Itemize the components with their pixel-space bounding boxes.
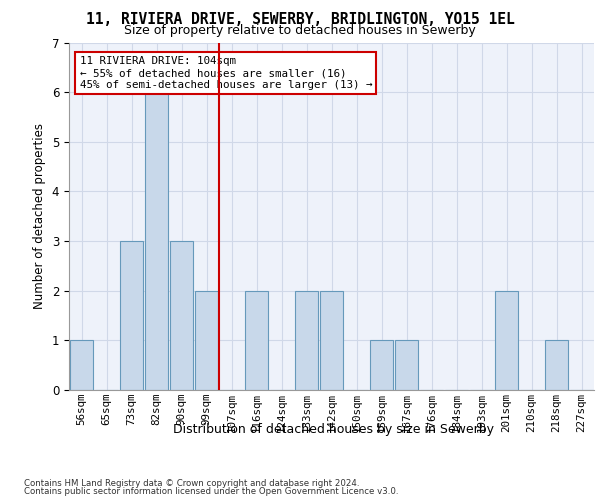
Bar (194, 290, 218, 390)
Bar (145, 92, 169, 390)
Bar (119, 241, 143, 390)
Text: 11 RIVIERA DRIVE: 104sqm
← 55% of detached houses are smaller (16)
45% of semi-d: 11 RIVIERA DRIVE: 104sqm ← 55% of detach… (79, 56, 372, 90)
Bar (395, 340, 418, 390)
Bar (370, 340, 394, 390)
Bar (70, 340, 94, 390)
Y-axis label: Number of detached properties: Number of detached properties (33, 123, 46, 309)
Bar (320, 290, 343, 390)
Bar (494, 290, 518, 390)
Bar (545, 340, 568, 390)
Bar (245, 290, 268, 390)
Bar (170, 241, 193, 390)
Text: Size of property relative to detached houses in Sewerby: Size of property relative to detached ho… (124, 24, 476, 37)
Text: 11, RIVIERA DRIVE, SEWERBY, BRIDLINGTON, YO15 1EL: 11, RIVIERA DRIVE, SEWERBY, BRIDLINGTON,… (86, 12, 514, 28)
Text: Contains HM Land Registry data © Crown copyright and database right 2024.: Contains HM Land Registry data © Crown c… (24, 478, 359, 488)
Text: Distribution of detached houses by size in Sewerby: Distribution of detached houses by size … (173, 422, 494, 436)
Text: Contains public sector information licensed under the Open Government Licence v3: Contains public sector information licen… (24, 487, 398, 496)
Bar (295, 290, 319, 390)
